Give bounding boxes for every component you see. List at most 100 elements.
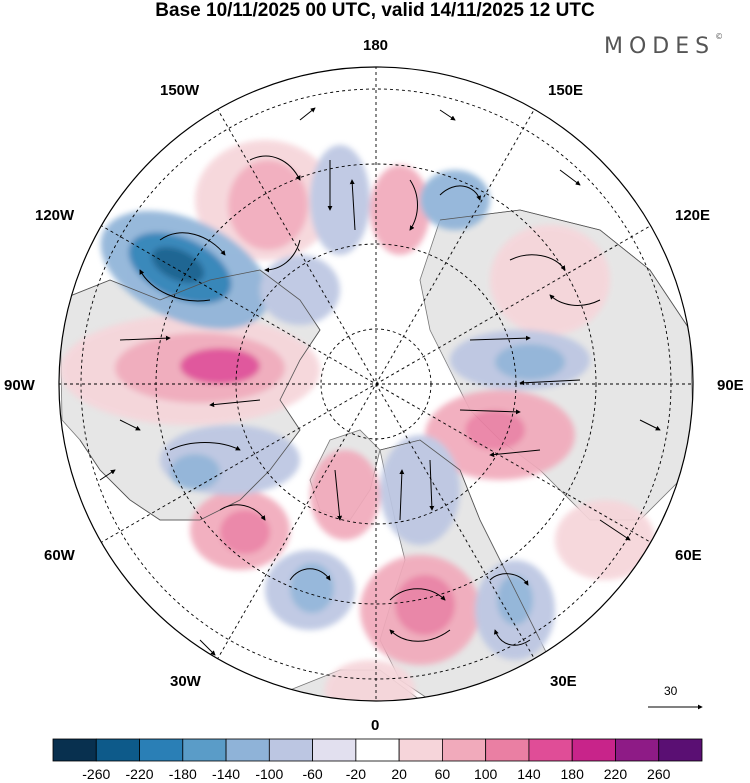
anomaly-pos-180 [370,165,430,255]
colorbar-swatch [355,738,400,762]
wind-vector [409,179,418,231]
wind-vector [289,568,331,581]
wind-vector [119,335,171,341]
lon-label-60w: 60W [44,547,75,564]
lon-label-30w: 30W [170,673,201,690]
colorbar-swatch [52,738,97,762]
anomaly-neg-45w-core [290,563,334,613]
anomaly-shading [60,140,655,701]
wind-vector [489,573,529,586]
colorbar-tick-label: -180 [168,766,197,782]
coastlines [59,209,691,641]
brand-name: MODES [604,34,716,59]
wind-vector [549,294,601,306]
colorbar-tick-label: -60 [302,766,323,782]
wind-vector [349,179,356,231]
wind-vector [389,629,451,642]
colorbar-tick-label: 260 [647,766,671,782]
colorbar-swatch [268,738,314,762]
colorbar-swatch [571,738,616,762]
colorbar-swatch [658,738,703,762]
wind-vector [139,269,211,302]
wind-vector [389,588,446,601]
wind-vector [439,185,482,201]
wind-vector [299,107,316,121]
coastline-europe [379,439,541,641]
wind-vector [429,459,435,511]
anomaly-neg-scandinavia [380,435,460,545]
map-boundary [58,66,694,702]
lon-label-90w: 90W [4,377,35,394]
lon-label-30e: 30E [550,673,577,690]
wind-vector [639,419,661,431]
anomaly-pos-60e [555,500,655,580]
anomaly-pos-90w-core [180,348,260,384]
colorbar-swatch [95,738,140,762]
lon-label-60e: 60E [675,547,702,564]
map-disc [59,67,693,701]
anomaly-neg-150e [420,170,490,230]
wind-vector [249,155,301,181]
colorbar-swatch [528,738,573,762]
colorbar-tick-label: 220 [603,766,628,782]
colorbar-swatch [485,738,530,762]
modes-logo: MODES© [604,32,724,59]
colorbar-swatch [312,738,357,762]
anomaly-neg-120w-core [151,246,205,284]
colorbar-tick-label: -260 [82,766,111,782]
wind-vector [99,469,116,481]
colorbar-swatch [615,738,660,762]
wind-vector [519,379,581,386]
wind-vector [439,109,456,121]
colorbar-swatch [225,738,270,762]
reference-vector-label: 30 [664,684,678,698]
lon-label-180: 180 [363,37,389,54]
colorbar-tick-label: -20 [345,766,366,782]
wind-vector [209,399,261,408]
wind-vectors [99,107,661,656]
wind-vector [399,469,405,521]
chart-title: Base 10/11/2025 00 UTC, valid 14/11/2025… [155,0,595,21]
anomaly-pos-greenland [310,450,380,540]
anomaly-neg-165w [310,145,370,255]
colorbar-tick-label: -100 [255,766,284,782]
colorbar-tick-label: -140 [212,766,241,782]
wind-vector [469,335,531,341]
wind-vector [493,629,531,646]
wind-vector [219,504,266,521]
anomaly-neg-35e-core [497,575,533,625]
wind-vector [199,639,216,656]
coastline-north-america [59,269,321,521]
anomaly-neg-pole [260,255,340,325]
anomaly-pos-120e [490,225,610,335]
wind-vector [119,419,141,431]
meridian-150w-30e [213,102,539,666]
lon-label-150e: 150E [548,82,584,99]
wind-vector [509,254,566,271]
wind-vector [599,519,631,541]
wind-vector [459,409,521,415]
wind-vector [604,619,621,641]
brand-mark: © [715,32,724,41]
colorbar-tick-label: 60 [434,766,451,782]
colorbar-tick-label: 180 [560,766,584,782]
lon-label-120w: 120W [35,207,75,224]
anomaly-neg-100e-core [495,344,565,380]
lon-label-0: 0 [371,717,380,734]
colorbar [52,738,703,762]
wind-vector [159,232,226,256]
wind-vector [489,449,541,458]
colorbar-tick-label: 20 [391,766,407,782]
colorbar-tick-label: 100 [473,766,498,782]
anomaly-pos-0 [325,660,415,701]
wind-vector [169,442,241,451]
anomaly-pos-150w-core [228,160,308,250]
anomaly-pos-60w-core [220,510,270,554]
colorbar-swatch [139,738,184,762]
anomaly-neg-75w-core [170,454,220,490]
coastline-eurasia [439,209,691,331]
wind-vector [264,239,301,273]
colorbar-tick-label: -220 [125,766,154,782]
colorbar-tick-label: 140 [517,766,541,782]
